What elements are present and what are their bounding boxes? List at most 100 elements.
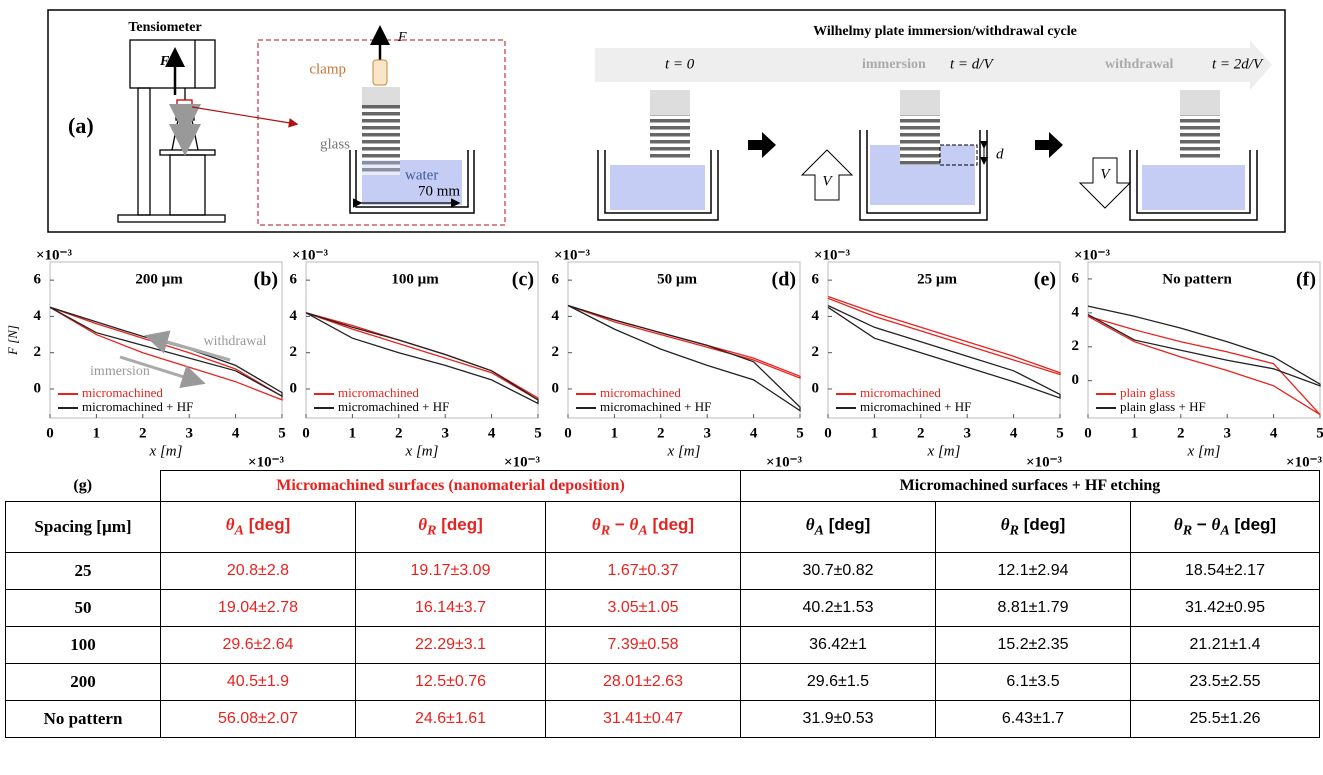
panel-label: (e) (1034, 269, 1056, 291)
y-tick-label: 6 (1072, 270, 1080, 286)
panel-label: (c) (512, 269, 534, 291)
x-tick-label: 0 (46, 425, 54, 441)
y-tick-label: 0 (812, 380, 820, 396)
y-tick-label: 0 (1072, 372, 1080, 388)
subscript: R (427, 522, 436, 538)
water-label: water (405, 167, 438, 183)
page: {"panel_a": {"label": "(a)", "tensiomete… (0, 0, 1323, 775)
legend-label: micromachined (338, 385, 419, 400)
cell: 15.2±2.35 (936, 627, 1131, 664)
x-tick-label: 3 (703, 425, 711, 441)
column-header: θR [deg] (936, 502, 1131, 553)
y-tick-label: 2 (290, 344, 298, 360)
x-tick-label: 0 (564, 425, 572, 441)
beaker-stage-1 (598, 90, 718, 220)
y-scale-label: ×10⁻³ (36, 247, 72, 263)
cell: 31.9±0.53 (741, 701, 936, 738)
x-scale-label: ×10⁻³ (766, 454, 802, 470)
y-tick-label: 4 (812, 308, 820, 324)
cell: 40.5±1.9 (161, 664, 356, 701)
y-tick-label: 4 (34, 308, 42, 324)
column-header: Spacing [µm] (6, 502, 161, 553)
cell: 12.1±2.94 (936, 553, 1131, 590)
beaker-stage-3 (1130, 90, 1257, 220)
chart-title: 50 µm (657, 271, 697, 287)
clamp-label: clamp (309, 61, 346, 77)
row-label: 200 (6, 664, 161, 701)
cell: 19.04±2.78 (161, 590, 356, 627)
y-tick-label: 0 (290, 380, 298, 396)
header-text: [deg] (244, 515, 290, 534)
x-axis-label: x [m] (405, 443, 439, 459)
data-row: No pattern56.08±2.0724.6±1.6131.41±0.473… (6, 701, 1320, 738)
y-tick-label: 6 (290, 272, 298, 288)
x-axis-label: x [m] (149, 443, 183, 459)
legend-label: micromachined + HF (860, 399, 971, 414)
results-table: (g)Micromachined surfaces (nanomaterial … (5, 470, 1320, 738)
subscript: R (1010, 522, 1019, 538)
cell: 22.29±3.1 (356, 627, 546, 664)
y-tick-label: 4 (1072, 304, 1080, 320)
row-label: 25 (6, 553, 161, 590)
cell: 23.5±2.55 (1131, 664, 1320, 701)
row-label: 100 (6, 627, 161, 664)
cell: 19.17±3.09 (356, 553, 546, 590)
x-tick-label: 0 (824, 425, 832, 441)
x-tick-label: 5 (278, 425, 286, 441)
clamp (373, 60, 387, 85)
cell: 8.81±1.79 (936, 590, 1131, 627)
cell: 56.08±2.07 (161, 701, 356, 738)
cell: 1.67±0.37 (546, 553, 741, 590)
x-tick-label: 0 (302, 425, 310, 441)
cell: 25.5±1.26 (1131, 701, 1320, 738)
column-header: θR [deg] (356, 502, 546, 553)
group-header: Micromachined surfaces (nanomaterial dep… (161, 471, 741, 502)
y-tick-label: 0 (552, 380, 560, 396)
y-scale-label: ×10⁻³ (1074, 247, 1110, 263)
x-tick-label: 1 (611, 425, 619, 441)
cell: 28.01±2.63 (546, 664, 741, 701)
x-tick-label: 5 (1056, 425, 1064, 441)
cell: 7.39±0.58 (546, 627, 741, 664)
cell: 24.6±1.61 (356, 701, 546, 738)
x-tick-label: 1 (349, 425, 357, 441)
cell: 36.42±1 (741, 627, 936, 664)
header-row: Spacing [µm]θA [deg]θR [deg]θR − θA [deg… (6, 502, 1320, 553)
cell: 3.05±1.05 (546, 590, 741, 627)
cell: 29.6±1.5 (741, 664, 936, 701)
header-text: [deg] (437, 515, 483, 534)
y-tick-label: 6 (812, 272, 820, 288)
column-header: θA [deg] (741, 502, 936, 553)
figure: (a) Tensiometer F F clamp glass water 70… (0, 0, 1323, 470)
cell: 6.43±1.7 (936, 701, 1131, 738)
legend-label: micromachined (82, 385, 163, 400)
symbol: θ (418, 515, 427, 534)
y-scale-label: ×10⁻³ (292, 247, 328, 263)
subscript: A (235, 522, 244, 538)
data-line (828, 297, 1060, 375)
y-tick-label: 2 (552, 344, 560, 360)
y-tick-label: 4 (552, 308, 560, 324)
subscript: R (1183, 522, 1192, 538)
cell: 18.54±2.17 (1131, 553, 1320, 590)
x-axis-label: x [m] (667, 443, 701, 459)
t0-label: t = 0 (665, 56, 695, 72)
header-row: (g)Micromachined surfaces (nanomaterial … (6, 471, 1320, 502)
x-tick-label: 1 (1131, 425, 1139, 441)
cycle-title: Wilhelmy plate immersion/withdrawal cycl… (813, 24, 1077, 39)
cell: 12.5±0.76 (356, 664, 546, 701)
panel-label: (d) (772, 269, 796, 291)
y-tick-label: 2 (812, 344, 820, 360)
header-text: [deg] (648, 515, 694, 534)
x-axis-label: x [m] (927, 443, 961, 459)
data-line (50, 307, 282, 396)
subscript: A (1220, 522, 1229, 538)
cell: 21.21±1.4 (1131, 627, 1320, 664)
chart-title: 25 µm (917, 271, 957, 287)
symbol: θ (1001, 515, 1010, 534)
annotation: immersion (90, 364, 150, 379)
depth-label: d (996, 146, 1004, 162)
beaker-stage-2 (860, 90, 987, 220)
